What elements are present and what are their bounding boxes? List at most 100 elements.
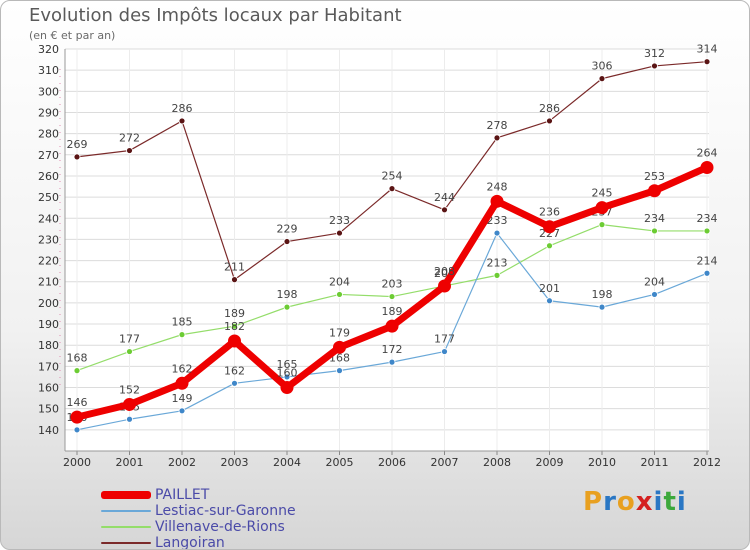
y-tick-label: 210 [38,276,59,289]
data-point-langoiran [73,153,81,161]
data-point-paillet [228,334,241,348]
data-label-langoiran: 314 [697,43,718,56]
y-tick-label: 170 [38,360,59,373]
data-label-langoiran: 244 [434,191,455,204]
y-tick-label: 230 [38,233,59,246]
x-tick-label: 2003 [221,456,249,469]
data-label-villenave-de-rions: 168 [67,352,88,365]
data-label-lestiac-sur-garonne: 149 [172,392,193,405]
x-tick-label: 2009 [536,456,564,469]
data-label-lestiac-sur-garonne: 204 [644,275,665,288]
data-point-villenave-de-rions [703,227,711,235]
data-point-paillet [70,410,84,424]
chart-title: Evolution des Impôts locaux par Habitant [29,5,402,26]
y-tick-label: 300 [38,85,59,98]
data-label-langoiran: 211 [224,261,245,274]
data-point-lestiac-sur-garonne [546,297,553,305]
data-point-langoiran [336,229,343,237]
data-point-langoiran [441,206,448,214]
data-point-lestiac-sur-garonne [73,426,81,434]
y-tick-label: 250 [38,191,59,204]
data-label-villenave-de-rions: 213 [487,256,508,269]
line-chart: 140 150 160 170 180 190 200 210 220 230 240 250 260 2… [38,43,721,469]
x-tick-label: 2001 [116,456,144,469]
data-point-villenave-de-rions [73,367,81,375]
data-point-langoiran [493,134,501,142]
x-tick-label: 2007 [431,456,459,469]
logo-letter: o [616,487,636,517]
data-point-langoiran [231,276,238,284]
data-label-langoiran: 269 [67,138,88,151]
data-label-paillet: 245 [592,187,613,200]
data-label-villenave-de-rions: 234 [644,212,665,225]
legend-label: PAILLET [155,487,210,503]
data-point-lestiac-sur-garonne [441,348,448,355]
data-point-langoiran [126,147,133,154]
data-label-villenave-de-rions: 204 [329,275,350,288]
data-point-langoiran [651,62,658,70]
data-label-paillet: 160 [277,367,298,380]
data-label-paillet: 208 [434,265,455,278]
data-label-paillet: 162 [172,362,193,375]
data-label-langoiran: 286 [539,102,560,115]
data-point-langoiran [546,117,553,125]
data-label-paillet: 236 [539,206,560,219]
data-point-lestiac-sur-garonne [283,373,291,381]
legend-item-villenave-de-rions: Villenave-de-Rions [101,519,361,535]
y-tick-label: 290 [38,106,59,119]
logo-letter: x [635,487,654,517]
y-tick-label: 310 [38,64,59,77]
x-tick-label: 2010 [588,456,616,469]
data-label-langoiran: 229 [277,223,298,236]
data-point-lestiac-sur-garonne [493,229,501,237]
data-point-paillet [595,201,609,215]
data-point-langoiran [178,117,186,125]
data-label-lestiac-sur-garonne: 177 [434,333,455,346]
data-point-paillet [700,160,714,174]
x-tick-label: 2006 [378,456,406,469]
data-label-villenave-de-rions: 177 [119,333,140,346]
data-label-paillet: 253 [644,170,665,183]
data-point-lestiac-sur-garonne [703,269,711,277]
x-tick-label: 2004 [273,456,301,469]
data-point-villenave-de-rions [388,293,396,300]
data-point-villenave-de-rions [651,227,658,235]
data-point-paillet [175,376,189,390]
legend-swatch [101,510,151,512]
x-tick-label: 2011 [641,456,669,469]
data-label-lestiac-sur-garonne: 162 [224,364,245,377]
y-tick-label: 200 [38,297,59,310]
data-point-villenave-de-rions [336,291,343,298]
data-label-langoiran: 233 [329,214,350,227]
data-point-villenave-de-rions [283,303,291,311]
data-point-villenave-de-rions [598,221,606,229]
data-point-lestiac-sur-garonne [231,379,238,387]
data-point-villenave-de-rions [231,322,238,330]
data-point-villenave-de-rions [126,348,133,355]
data-point-langoiran [388,185,396,193]
data-label-lestiac-sur-garonne: 214 [697,254,718,267]
data-point-lestiac-sur-garonne [651,291,658,298]
data-point-paillet [648,184,661,198]
chart-subtitle: (en € et par an) [29,29,116,42]
y-tick-label: 260 [38,170,59,183]
data-label-villenave-de-rions: 198 [277,288,298,301]
data-label-villenave-de-rions: 185 [172,316,193,329]
x-tick-label: 2005 [326,456,354,469]
data-point-lestiac-sur-garonne [598,303,606,311]
data-point-paillet [333,340,346,354]
data-label-paillet: 182 [224,320,245,333]
logo-letter: r [603,487,617,517]
logo-letter: t [663,487,677,517]
data-point-villenave-de-rions [493,271,501,279]
data-label-paillet: 179 [329,326,350,339]
data-label-lestiac-sur-garonne: 172 [382,343,403,356]
data-label-langoiran: 254 [382,170,403,183]
data-label-paillet: 189 [382,305,403,318]
data-point-paillet [280,381,294,395]
data-label-langoiran: 272 [119,132,140,145]
y-tick-label: 280 [38,128,59,141]
data-label-langoiran: 278 [487,119,508,132]
y-tick-label: 140 [38,424,59,437]
